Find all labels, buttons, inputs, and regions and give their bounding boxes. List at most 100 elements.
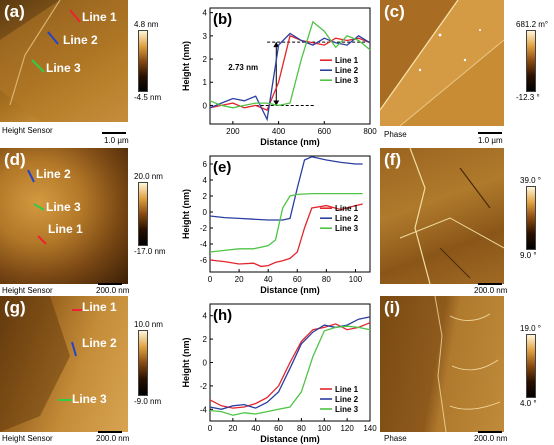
panel-letter: (b) — [213, 11, 232, 28]
flake-edge-c — [380, 0, 504, 126]
y-tick-label: 0 — [203, 208, 208, 217]
x-tick-label: 140 — [363, 424, 377, 433]
color-bar — [526, 186, 536, 250]
y-tick-label: 6 — [203, 160, 208, 169]
y-tick-label: 0 — [203, 359, 208, 368]
sensor-caption: Phase — [384, 130, 407, 139]
line-2-label: Line 2 — [63, 33, 98, 47]
x-tick-label: 60 — [274, 424, 283, 433]
panel-g: (g) Line 1 Line 2 Line 3 Height Sensor 2… — [0, 296, 178, 445]
y-axis-label: Height (nm) — [181, 338, 191, 388]
profile-line-1-mark — [69, 9, 81, 23]
series-line-3 — [209, 192, 363, 253]
x-tick-label: 100 — [349, 275, 363, 284]
colorbar-max: 20.0 nm — [134, 172, 163, 181]
legend-label-2: Line 2 — [335, 66, 359, 75]
y-tick-label: -2 — [200, 224, 208, 233]
colorbar-min: -4.5 nm — [134, 93, 162, 102]
series-line-2 — [209, 156, 363, 221]
x-tick-label: 0 — [208, 275, 213, 284]
y-tick-label: -4 — [200, 405, 208, 414]
x-tick-label: 20 — [228, 424, 237, 433]
series-line-3 — [209, 20, 371, 109]
profile-line-3-mark — [31, 59, 45, 73]
x-tick-label: 40 — [251, 424, 260, 433]
scale-label: 200.0 nm — [96, 434, 130, 443]
plot-frame — [209, 155, 371, 273]
afm-phase-image-c: (c) — [380, 0, 504, 126]
height-annotation: 2.73 nm — [228, 63, 258, 72]
panel-f: (f) 200.0 nm 39.0 ° 9.0 ° — [380, 148, 554, 296]
colorbar-min: 4.0 ° — [520, 399, 537, 408]
color-bar — [138, 182, 148, 246]
x-tick-label: 800 — [363, 127, 377, 136]
color-bar — [526, 30, 536, 92]
x-tick-label: 80 — [297, 424, 306, 433]
x-tick-label: 200 — [226, 127, 240, 136]
line-1-label: Line 1 — [48, 222, 83, 236]
scale-label: 200.0 nm — [96, 286, 130, 295]
line-2-label: Line 2 — [82, 336, 117, 350]
colorbar-max: 10.0 nm — [134, 320, 163, 329]
afm-height-image-d: (d) Line 2 Line 3 Line 1 — [0, 148, 128, 284]
series-line-2 — [209, 32, 371, 122]
afm-phase-image-i: (i) — [380, 296, 504, 432]
y-tick-label: -6 — [200, 256, 208, 265]
legend-label-2: Line 2 — [335, 214, 359, 223]
x-axis-label: Distance (nm) — [260, 434, 320, 444]
line-3-label: Line 3 — [72, 392, 107, 406]
panel-letter: (e) — [213, 159, 231, 176]
plot-frame — [209, 7, 371, 125]
x-axis-label: Distance (nm) — [260, 285, 320, 295]
chart-b: (b) 200 400 600 800 0 1 2 3 4 Distance (nm) Height … — [181, 7, 377, 147]
y-tick-label: 0 — [203, 101, 208, 110]
series-line-1 — [209, 322, 371, 409]
y-tick-label: -2 — [200, 382, 208, 391]
x-tick-label: 600 — [318, 127, 332, 136]
y-axis-label: Height (nm) — [181, 41, 191, 91]
afm-height-image-g: (g) Line 1 Line 2 Line 3 — [0, 296, 128, 432]
y-axis-label: Height (nm) — [181, 189, 191, 239]
colorbar-min: -17.0 nm — [134, 247, 166, 256]
colorbar-max: 4.8 nm — [134, 20, 159, 29]
panel-d: (d) Line 2 Line 3 Line 1 Height Sensor 2… — [0, 148, 178, 296]
panel-a: (a) Line 1 Line 2 Line 3 Height Sensor 1… — [0, 0, 178, 148]
scale-label: 1.0 µm — [104, 136, 129, 145]
x-axis-label: Distance (nm) — [260, 137, 320, 147]
sensor-caption: Height Sensor — [2, 434, 53, 443]
chart-h: (h) 0 20 40 60 80 100 120 140 -4 -2 0 2 4 Distance (nm… — [181, 303, 377, 444]
x-tick-label: 100 — [318, 424, 332, 433]
legend-label-2: Line 2 — [335, 395, 359, 404]
line-3-label: Line 3 — [46, 61, 81, 75]
colorbar-min: -9.0 nm — [134, 397, 162, 406]
series-line-1 — [209, 203, 363, 268]
line-2-label: Line 2 — [36, 167, 71, 181]
phase-texture-f — [399, 148, 504, 284]
panel-i: (i) Phase 200.0 nm 19.0 ° 4.0 ° — [380, 296, 554, 445]
panel-letter: (a) — [4, 2, 25, 21]
line-1-label: Line 1 — [82, 300, 117, 314]
panel-b: (b) 200 400 600 800 0 1 2 3 4 Distance (nm) Height … — [180, 0, 378, 148]
y-tick-label: 4 — [203, 9, 208, 18]
x-tick-label: 60 — [293, 275, 302, 284]
y-tick-label: 4 — [203, 176, 208, 185]
colorbar-max: 19.0 ° — [520, 324, 541, 333]
y-tick-label: 4 — [203, 312, 208, 321]
x-tick-label: 40 — [264, 275, 273, 284]
color-bar — [138, 30, 148, 92]
scale-bar — [478, 431, 502, 433]
y-tick-label: 2 — [203, 335, 208, 344]
color-bar — [138, 330, 148, 396]
sensor-caption: Height Sensor — [2, 126, 53, 135]
series-line-3 — [209, 325, 371, 416]
colorbar-min: -12.3 ° — [516, 93, 540, 102]
legend-label-3: Line 3 — [335, 76, 359, 85]
profile-lines-d — [27, 169, 47, 245]
scale-label: 200.0 nm — [474, 434, 508, 443]
y-tick-label: 2 — [203, 192, 208, 201]
panel-letter: (c) — [384, 2, 405, 21]
afm-height-image-a: (a) Line 1 Line 2 Line 3 — [0, 0, 128, 122]
panel-letter: (g) — [4, 298, 26, 317]
colorbar-max: 681.2 m° — [516, 20, 549, 29]
color-bar — [526, 334, 536, 398]
